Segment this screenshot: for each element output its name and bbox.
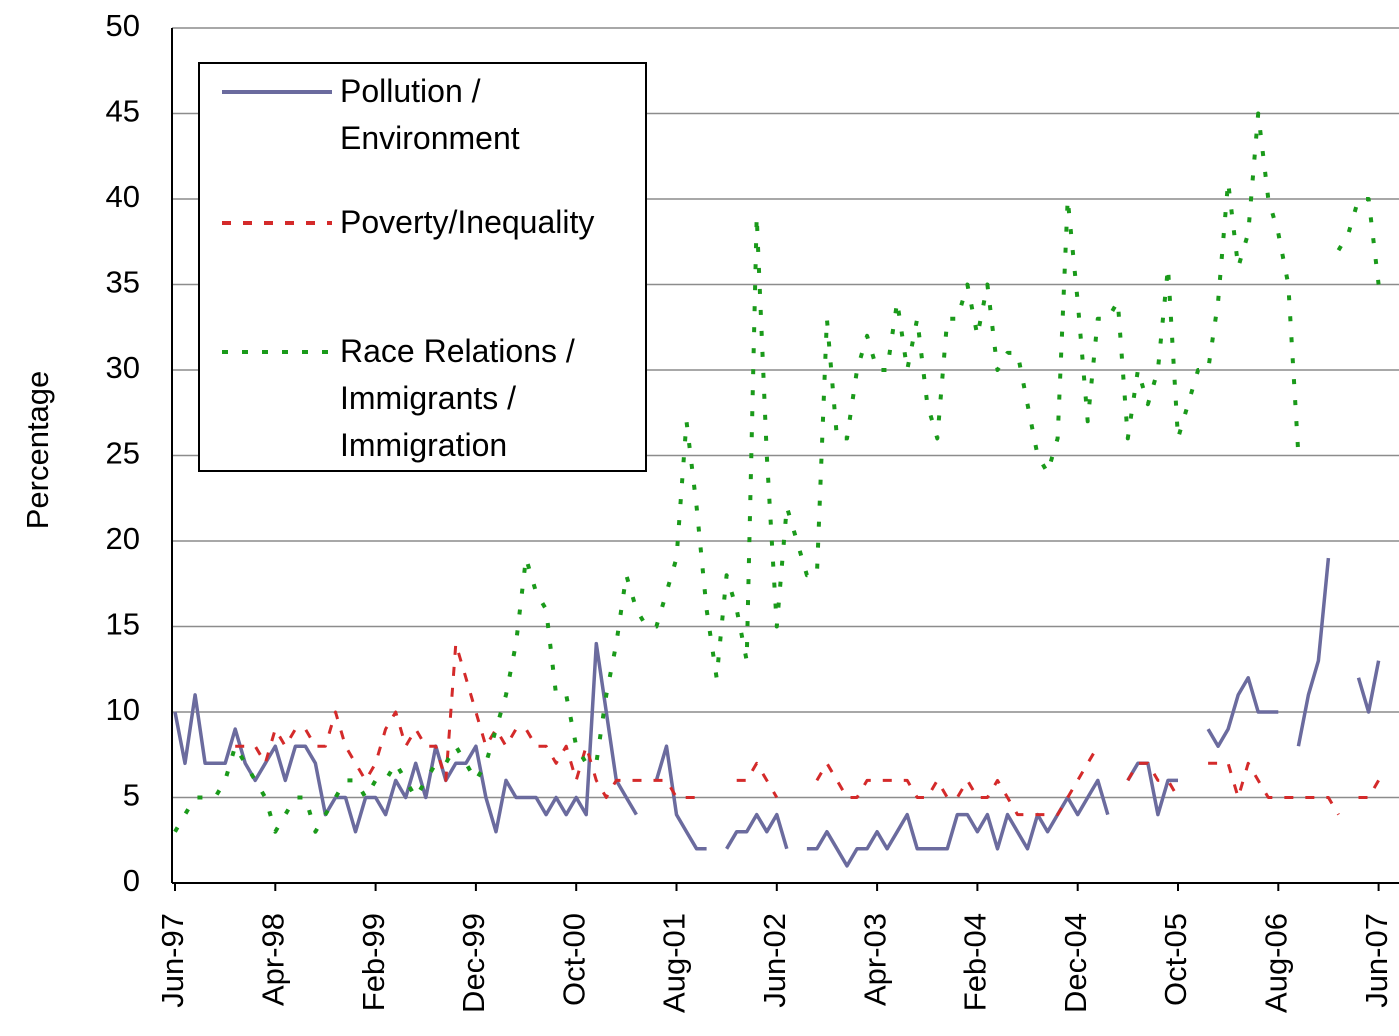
legend-sample: [222, 350, 332, 354]
legend-label: Race Relations / Immigrants / Immigratio…: [340, 333, 575, 463]
x-tick-label: Feb-04: [958, 913, 993, 1011]
y-tick-label: 25: [106, 436, 140, 471]
x-tick-label: Jun-07: [1359, 913, 1394, 1008]
legend-label: Poverty/Inequality: [340, 204, 595, 240]
y-tick-label: 15: [106, 607, 140, 642]
x-tick-label: Jun-02: [757, 913, 792, 1008]
y-axis-label: Percentage: [20, 371, 55, 530]
y-tick-label: 50: [106, 8, 140, 43]
x-tick-label: Oct-00: [556, 913, 591, 1006]
y-tick-label: 10: [106, 692, 140, 727]
x-tick-label: Apr-98: [255, 913, 290, 1006]
y-tick-label: 40: [106, 179, 140, 214]
x-tick-label: Dec-99: [456, 913, 491, 1013]
legend-label: Pollution / Environment: [340, 73, 520, 156]
legend-sample: [222, 221, 332, 225]
y-tick-label: 0: [123, 863, 140, 898]
x-tick-label: Dec-04: [1058, 913, 1093, 1013]
x-tick-label: Jun-97: [155, 913, 190, 1008]
legend: Pollution / Environment Poverty/Inequalit…: [198, 62, 647, 472]
x-tick-label: Oct-05: [1158, 913, 1193, 1006]
y-tick-label: 20: [106, 521, 140, 556]
y-tick-label: 35: [106, 265, 140, 300]
line-series: [173, 111, 1381, 834]
x-tick-label: Feb-99: [356, 913, 391, 1011]
legend-sample: [222, 90, 332, 94]
x-tick-label: Aug-06: [1258, 913, 1293, 1013]
line-series: [235, 642, 1380, 817]
x-tick-label: Apr-03: [857, 913, 892, 1006]
x-tick-label: Aug-01: [657, 913, 692, 1013]
y-tick-label: 5: [123, 778, 140, 813]
y-tick-label: 30: [106, 350, 140, 385]
line-series: [173, 557, 1381, 868]
y-tick-label: 45: [106, 94, 140, 129]
